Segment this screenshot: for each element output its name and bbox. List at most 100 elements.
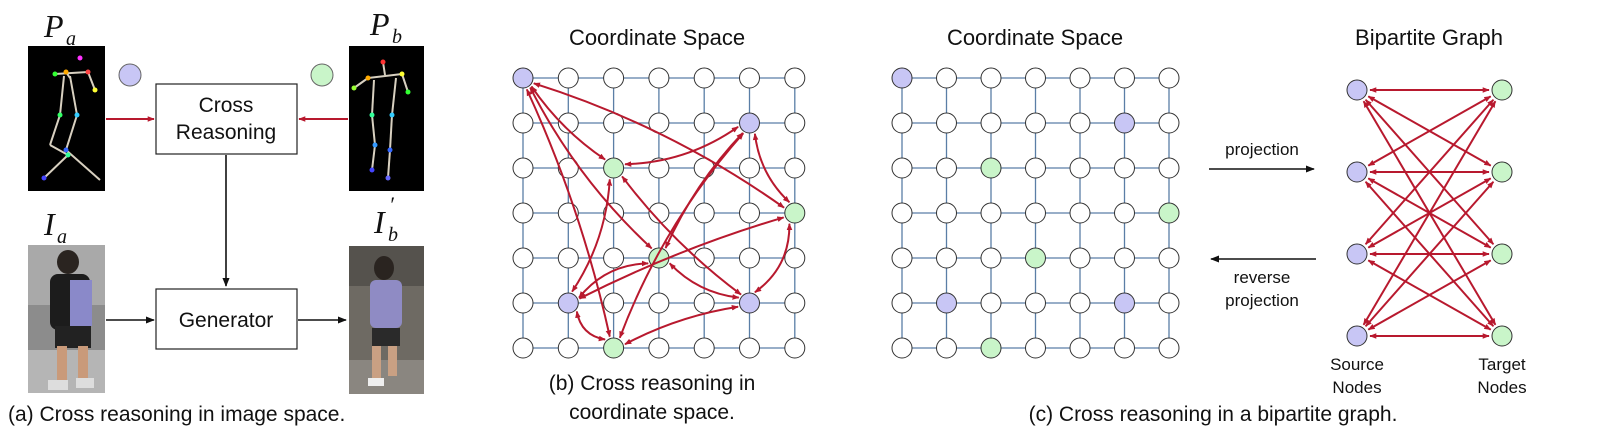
- image-b-label-sub: b: [388, 224, 398, 246]
- bipartite-graph: [1346, 79, 1513, 347]
- source-grid-node: [891, 67, 913, 89]
- panel-b-title: Coordinate Space: [569, 25, 745, 50]
- grid-node: [693, 337, 715, 359]
- grid-node: [693, 292, 715, 314]
- grid-node: [1025, 112, 1046, 134]
- reasoning-arrow: [752, 133, 791, 204]
- panel-c: Coordinate Space Bipartite Graph project…: [891, 25, 1527, 426]
- grid-node: [936, 247, 957, 269]
- grid-node: [891, 292, 913, 314]
- grid-node: [1114, 247, 1135, 269]
- image-a-label-sub: a: [57, 226, 67, 248]
- grid-node: [784, 112, 806, 134]
- target-node: [1491, 79, 1513, 101]
- target-grid-node: [1158, 202, 1180, 224]
- grid-node: [784, 67, 806, 89]
- panel-a: P a: [8, 6, 424, 426]
- target-grid-node: [980, 157, 1002, 179]
- panel-c-grid-title: Coordinate Space: [947, 25, 1123, 50]
- grid-node: [1069, 247, 1091, 269]
- grid-node: [739, 247, 760, 269]
- reasoning-arrow: [624, 304, 739, 346]
- target-nodes-label-1: Target: [1478, 355, 1526, 374]
- cross-reasoning-label-1: Cross: [199, 94, 254, 117]
- panel-c-grid: [891, 67, 1180, 359]
- grid-node: [512, 337, 534, 359]
- grid-node: [784, 157, 806, 179]
- source-grid-node: [1114, 112, 1135, 134]
- source-nodes-label-2: Nodes: [1332, 378, 1381, 397]
- grid-node: [557, 67, 579, 89]
- bipartite-edge: [1367, 259, 1492, 331]
- grid-node: [648, 292, 670, 314]
- grid-node: [1158, 67, 1180, 89]
- grid-node: [1069, 292, 1091, 314]
- grid-node: [512, 247, 534, 269]
- source-node: [1346, 325, 1368, 347]
- target-grid-node: [603, 337, 625, 359]
- grid-node: [739, 202, 760, 224]
- grid-node: [891, 337, 913, 359]
- generator-box: [155, 288, 298, 350]
- target-node: [1491, 161, 1513, 183]
- grid-node: [891, 112, 913, 134]
- cross-reasoning-box: [155, 83, 298, 155]
- source-node: [1346, 243, 1368, 265]
- pose-b-image: [349, 46, 424, 191]
- grid-node: [1069, 67, 1091, 89]
- grid-node: [1025, 337, 1046, 359]
- grid-node: [1025, 202, 1046, 224]
- grid-node: [784, 292, 806, 314]
- reasoning-arrow: [754, 223, 793, 294]
- grid-node: [557, 337, 579, 359]
- target-node: [1491, 243, 1513, 265]
- grid-node: [739, 157, 760, 179]
- grid-node: [603, 292, 625, 314]
- image-a-label-letter: I: [43, 206, 56, 242]
- grid-node: [1158, 292, 1180, 314]
- target-grid-node: [603, 157, 625, 179]
- grid-node: [1025, 157, 1046, 179]
- grid-node: [693, 202, 715, 224]
- panel-b-arrows: [525, 82, 793, 346]
- panel-a-caption: (a) Cross reasoning in image space.: [8, 403, 345, 426]
- grid-node: [980, 112, 1002, 134]
- person-image-b: [349, 246, 424, 394]
- grid-node: [557, 247, 579, 269]
- source-node: [1346, 161, 1368, 183]
- grid-node: [1114, 157, 1135, 179]
- reasoning-arrow: [575, 310, 606, 342]
- pose-a-label-letter: P: [43, 8, 64, 44]
- reasoning-arrow: [621, 175, 742, 296]
- source-grid-node: [557, 292, 579, 314]
- target-grid-node: [784, 202, 806, 224]
- pose-b-label-sub: b: [392, 26, 402, 48]
- target-grid-node: [980, 337, 1002, 359]
- grid-node: [1025, 292, 1046, 314]
- grid-node: [936, 112, 957, 134]
- grid-node: [891, 247, 913, 269]
- source-node-icon: [118, 63, 142, 87]
- grid-node: [1158, 112, 1180, 134]
- source-grid-node: [739, 292, 760, 314]
- grid-node: [512, 202, 534, 224]
- panel-b: Coordinate Space (b) Cross reasoning in …: [512, 25, 806, 424]
- grid-node: [512, 157, 534, 179]
- grid-node: [784, 337, 806, 359]
- grid-node: [936, 337, 957, 359]
- pose-b-label-letter: P: [369, 6, 390, 42]
- cross-reasoning-label-2: Reasoning: [176, 121, 276, 144]
- grid-node: [512, 292, 534, 314]
- source-nodes-label-1: Source: [1330, 355, 1384, 374]
- grid-node: [1114, 202, 1135, 224]
- source-node: [1346, 79, 1368, 101]
- grid-node: [784, 247, 806, 269]
- grid-node: [739, 337, 760, 359]
- target-nodes-label-2: Nodes: [1477, 378, 1526, 397]
- image-b-label-letter: I: [373, 204, 386, 240]
- panel-c-caption: (c) Cross reasoning in a bipartite graph…: [1029, 403, 1398, 426]
- pose-a-image: [28, 46, 105, 191]
- source-grid-node: [512, 67, 534, 89]
- person-image-a: [28, 245, 105, 393]
